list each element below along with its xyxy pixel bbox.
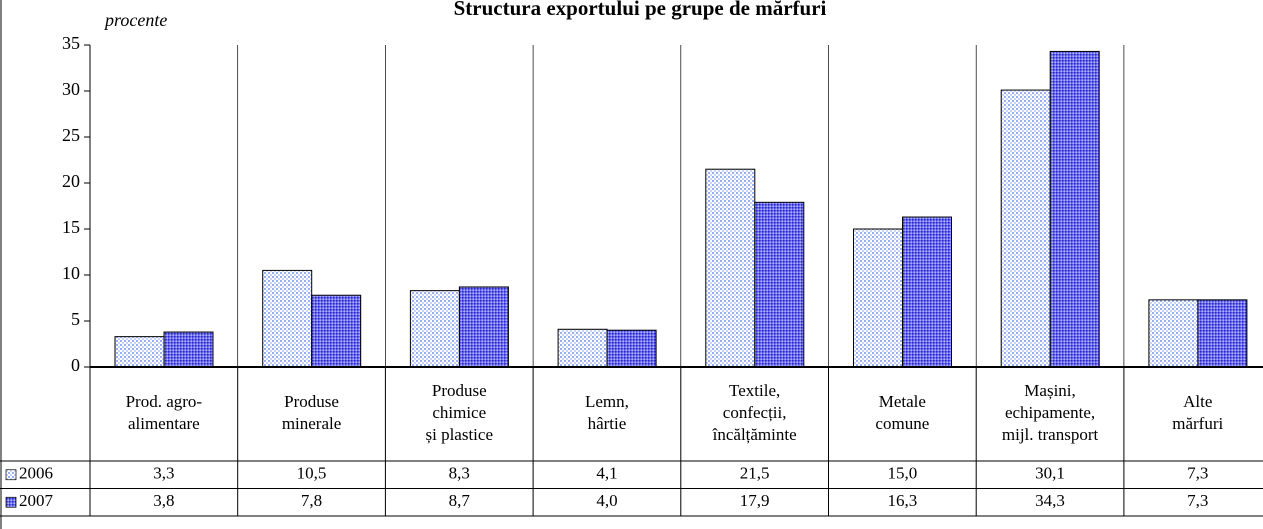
x-tick-label: comune bbox=[875, 414, 929, 433]
y-tick-label: 20 bbox=[62, 171, 80, 191]
y-tick-label: 10 bbox=[62, 263, 80, 283]
x-tick-label: confecții, bbox=[723, 403, 787, 422]
bar bbox=[853, 228, 903, 368]
y-axis-label: procente bbox=[103, 10, 167, 30]
x-tick-label: minerale bbox=[282, 414, 341, 433]
x-tick-label: echipamente, bbox=[1005, 403, 1095, 422]
y-tick-label: 5 bbox=[71, 309, 80, 329]
x-tick-label: Lemn, bbox=[585, 392, 629, 411]
x-tick-label: mărfuri bbox=[1172, 414, 1223, 433]
x-tick-label: Textile, bbox=[729, 381, 780, 400]
x-tick-label: mijl. transport bbox=[1002, 425, 1099, 444]
x-tick-label: hârtie bbox=[588, 414, 627, 433]
bar bbox=[1049, 50, 1100, 368]
bar bbox=[1148, 299, 1199, 368]
bar bbox=[1197, 299, 1248, 368]
table-cell: 8,7 bbox=[449, 491, 471, 510]
table-cell: 8,3 bbox=[449, 464, 470, 483]
bar bbox=[458, 286, 509, 368]
y-tick-label: 15 bbox=[62, 217, 80, 237]
x-tick-label: alimentare bbox=[128, 414, 200, 433]
y-tick-label: 35 bbox=[62, 33, 80, 53]
x-tick-label: Produse bbox=[284, 392, 339, 411]
x-tick-label: Mașini, bbox=[1024, 381, 1075, 400]
x-tick-label: Prod. agro- bbox=[126, 392, 203, 411]
bar bbox=[557, 328, 608, 368]
x-tick-label: Produse bbox=[432, 381, 487, 400]
bar bbox=[262, 269, 313, 368]
bar bbox=[114, 336, 165, 368]
table-cell: 16,3 bbox=[887, 491, 917, 510]
table-cell: 34,3 bbox=[1035, 491, 1065, 510]
legend-swatch bbox=[5, 469, 17, 481]
table-cell: 21,5 bbox=[740, 464, 770, 483]
legend-label: 2007 bbox=[19, 491, 54, 510]
x-tick-label: și plastice bbox=[425, 425, 493, 444]
bar bbox=[1000, 89, 1051, 368]
legend-swatch bbox=[5, 496, 17, 508]
table-cell: 4,1 bbox=[596, 464, 617, 483]
table-cell: 10,5 bbox=[297, 464, 327, 483]
table-cell: 15,0 bbox=[887, 464, 917, 483]
table-cell: 3,3 bbox=[153, 464, 174, 483]
x-tick-label: încălțăminte bbox=[712, 425, 797, 444]
bar bbox=[606, 329, 657, 368]
bar bbox=[311, 294, 362, 368]
x-tick-label: Metale bbox=[879, 392, 926, 411]
table-cell: 7,3 bbox=[1187, 464, 1208, 483]
x-tick-label: chimice bbox=[432, 403, 486, 422]
table-cell: 3,8 bbox=[153, 491, 174, 510]
table-cell: 17,9 bbox=[740, 491, 770, 510]
legend-label: 2006 bbox=[19, 464, 53, 483]
table-cell: 4,0 bbox=[596, 491, 617, 510]
chart-title: Structura exportului pe grupe de mărfuri bbox=[454, 0, 827, 20]
table-cell: 30,1 bbox=[1035, 464, 1065, 483]
bar bbox=[705, 168, 756, 368]
bar bbox=[902, 216, 952, 368]
y-tick-label: 30 bbox=[62, 79, 80, 99]
y-tick-label: 25 bbox=[62, 125, 80, 145]
table-cell: 7,8 bbox=[301, 491, 322, 510]
x-tick-label: Alte bbox=[1183, 392, 1212, 411]
bar bbox=[409, 290, 460, 368]
y-tick-label: 0 bbox=[71, 355, 80, 375]
bar bbox=[754, 201, 805, 368]
bar bbox=[163, 331, 214, 368]
table-cell: 7,3 bbox=[1187, 491, 1208, 510]
